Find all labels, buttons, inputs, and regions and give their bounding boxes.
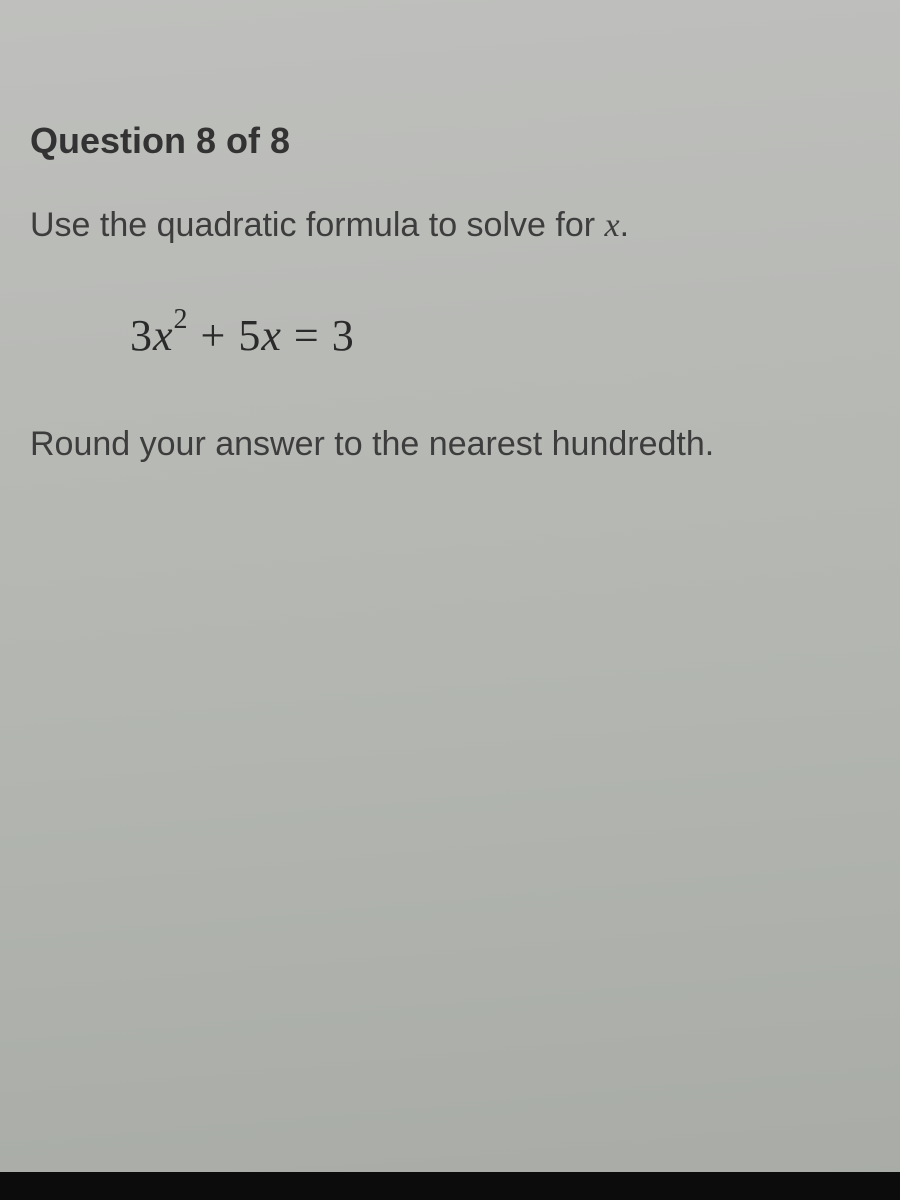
eq-var2: x [261,311,282,360]
instruction-text: Use the quadratic formula to solve for x… [30,202,870,250]
eq-var1: x [153,311,174,360]
eq-coef1: 3 [130,311,153,360]
eq-equals: = [294,311,320,360]
bottom-bar [0,1172,900,1200]
eq-rhs: 3 [332,311,355,360]
rounding-instruction: Round your answer to the nearest hundred… [30,421,870,469]
instruction-post: . [620,206,629,244]
question-panel: Question 8 of 8 Use the quadratic formul… [0,0,900,468]
instruction-variable: x [605,207,620,244]
eq-coef2: 5 [238,311,261,360]
eq-op1: + [201,311,227,360]
equation: 3x2 + 5x = 3 [130,310,870,361]
eq-exponent: 2 [174,304,189,335]
question-header: Question 8 of 8 [30,120,870,162]
instruction-pre: Use the quadratic formula to solve for [30,206,605,244]
